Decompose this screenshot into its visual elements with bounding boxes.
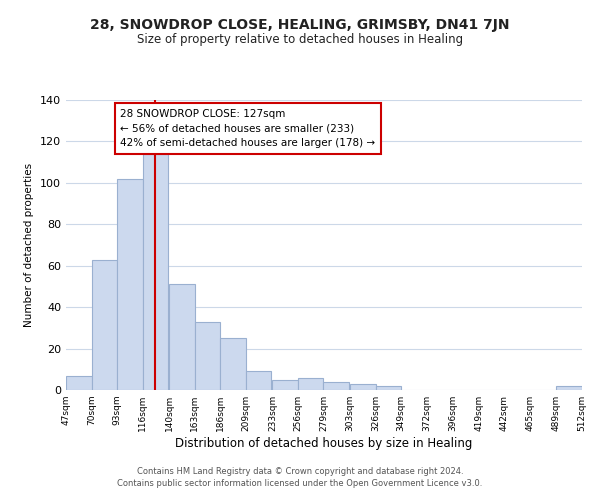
Bar — [376, 386, 401, 390]
Bar — [117, 178, 143, 390]
Text: 28 SNOWDROP CLOSE: 127sqm
← 56% of detached houses are smaller (233)
42% of semi: 28 SNOWDROP CLOSE: 127sqm ← 56% of detac… — [120, 108, 376, 148]
Text: Size of property relative to detached houses in Healing: Size of property relative to detached ho… — [137, 32, 463, 46]
Bar — [195, 322, 220, 390]
Bar — [169, 284, 195, 390]
Bar — [556, 386, 582, 390]
Bar — [143, 154, 168, 390]
Y-axis label: Number of detached properties: Number of detached properties — [25, 163, 34, 327]
Text: Contains HM Land Registry data © Crown copyright and database right 2024.
Contai: Contains HM Land Registry data © Crown c… — [118, 466, 482, 487]
Bar — [350, 384, 376, 390]
Bar — [246, 372, 271, 390]
X-axis label: Distribution of detached houses by size in Healing: Distribution of detached houses by size … — [175, 437, 473, 450]
Text: 28, SNOWDROP CLOSE, HEALING, GRIMSBY, DN41 7JN: 28, SNOWDROP CLOSE, HEALING, GRIMSBY, DN… — [90, 18, 510, 32]
Bar — [298, 378, 323, 390]
Bar — [272, 380, 298, 390]
Bar — [323, 382, 349, 390]
Bar — [92, 260, 117, 390]
Bar — [66, 376, 92, 390]
Bar — [220, 338, 246, 390]
